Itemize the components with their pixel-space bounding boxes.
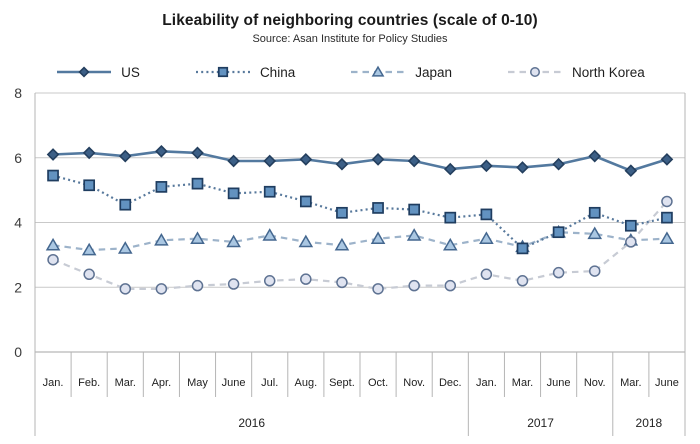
svg-text:June: June: [547, 377, 571, 389]
svg-text:Jan.: Jan.: [476, 377, 497, 389]
svg-text:Sept.: Sept.: [329, 377, 355, 389]
north-korea-line-circle-icon: [508, 67, 563, 77]
legend-label-japan: Japan: [415, 64, 453, 80]
legend-label-north-korea: North Korea: [572, 64, 645, 80]
legend-item-us: US: [55, 64, 140, 80]
svg-text:2016: 2016: [238, 416, 265, 430]
svg-text:Nov.: Nov.: [403, 377, 425, 389]
us-line-diamond-icon: [57, 66, 112, 78]
legend-label-us: US: [121, 64, 140, 80]
svg-text:Jan.: Jan.: [43, 377, 64, 389]
legend-item-japan: Japan: [349, 64, 452, 80]
svg-text:6: 6: [14, 150, 22, 166]
svg-text:4: 4: [14, 215, 22, 231]
japan-line-triangle-icon: [351, 65, 406, 77]
svg-text:8: 8: [14, 85, 22, 101]
svg-text:Oct.: Oct.: [368, 377, 388, 389]
svg-text:Mar.: Mar.: [512, 377, 533, 389]
svg-text:Mar.: Mar.: [115, 377, 136, 389]
svg-text:Aug.: Aug.: [295, 377, 318, 389]
svg-text:Nov.: Nov.: [584, 377, 606, 389]
legend-label-china: China: [259, 64, 296, 80]
svg-text:0: 0: [14, 344, 22, 360]
legend-item-china: China: [194, 64, 295, 80]
china-line-square-icon: [195, 66, 250, 78]
chart-legend: US China Japan North Korea: [0, 61, 700, 83]
svg-text:Mar.: Mar.: [620, 377, 641, 389]
svg-text:Jul.: Jul.: [261, 377, 278, 389]
svg-text:June: June: [222, 377, 246, 389]
chart-title: Likeability of neighboring countries (sc…: [162, 12, 538, 29]
legend-item-north-korea: North Korea: [506, 64, 645, 80]
svg-text:Dec.: Dec.: [439, 377, 462, 389]
svg-text:May: May: [187, 377, 208, 389]
chart-subtitle: Source: Asan Institute for Policy Studie…: [252, 33, 448, 45]
svg-text:June: June: [655, 377, 679, 389]
svg-text:Feb.: Feb.: [78, 377, 100, 389]
svg-text:2017: 2017: [527, 416, 554, 430]
svg-text:2: 2: [14, 279, 22, 295]
svg-text:2018: 2018: [636, 416, 663, 430]
svg-text:Apr.: Apr.: [152, 377, 172, 389]
